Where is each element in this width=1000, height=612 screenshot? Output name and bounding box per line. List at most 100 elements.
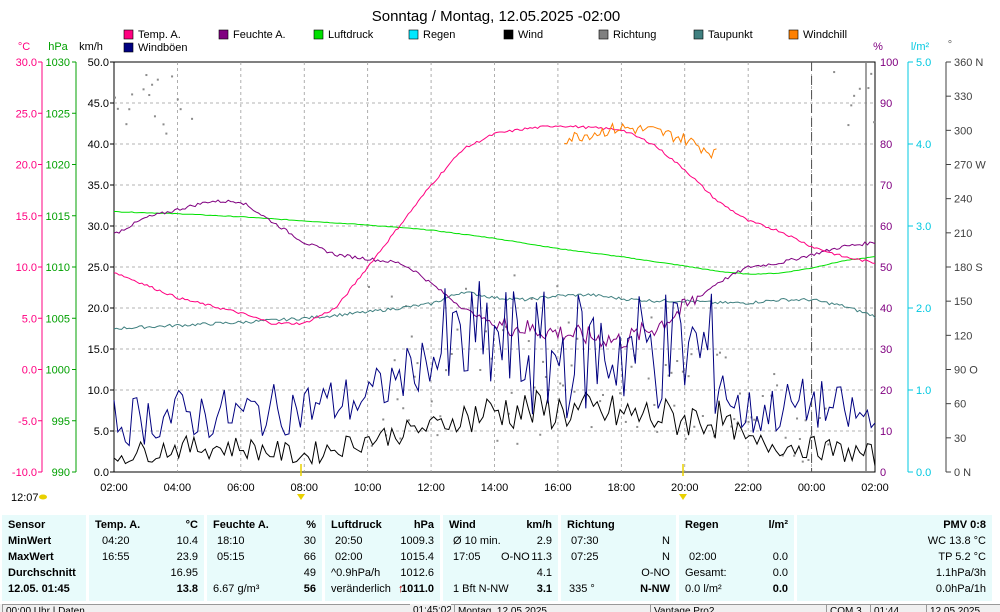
- direction-current: N-NW: [640, 583, 670, 595]
- pressure-trend: ^0.9hPa/h: [331, 567, 381, 579]
- direction-point: [484, 330, 487, 333]
- temp-tick-label: 0.0: [22, 365, 37, 377]
- wind-tick-label: 30.0: [88, 221, 109, 233]
- series-line: [113, 291, 876, 330]
- direction-tick-label: 30: [954, 433, 966, 445]
- wind-tick-label: 15.0: [88, 344, 109, 356]
- direction-header: Richtung: [567, 519, 615, 531]
- direction-point: [804, 419, 807, 422]
- direction-point: [502, 329, 505, 332]
- direction-point: [687, 375, 690, 378]
- x-tick-label: 18:00: [608, 482, 636, 494]
- x-tick-label: 14:00: [481, 482, 509, 494]
- direction-point: [690, 353, 693, 356]
- direction-point: [599, 400, 602, 403]
- temp-tick-label: -10.0: [12, 467, 37, 479]
- humidity-min-value: 30: [303, 535, 316, 547]
- direction-point: [393, 359, 396, 362]
- weather-chart: Sonntag / Montag, 12.05.2025 -02:00 Temp…: [11, 8, 986, 504]
- direction-point: [162, 123, 165, 126]
- rain-unit: l/m²: [768, 519, 788, 531]
- direction-point: [684, 437, 687, 440]
- status-port: COM 3: [826, 604, 871, 612]
- direction-tick-label: 120: [954, 330, 972, 342]
- chart-legend: Temp. A. Feuchte A. Luftdruck Regen Wind Rich…: [123, 29, 847, 54]
- pmv-header: PMV 0:8: [943, 519, 986, 531]
- direction-point: [630, 365, 633, 368]
- direction-point: [573, 390, 576, 393]
- legend-label: Feuchte A.: [233, 29, 286, 41]
- temp-min-time: 04:20: [102, 535, 130, 547]
- pressure-unit: hPa: [413, 519, 434, 531]
- direction-point: [653, 403, 656, 406]
- direction-point: [701, 414, 704, 417]
- humidity-tick-label: 50: [880, 262, 892, 274]
- x-tick-label: 08:00: [290, 482, 318, 494]
- direction-degrees: 335 °: [569, 583, 595, 595]
- legend-swatch: [788, 29, 799, 40]
- humidity-column: Feuchte A.% 18:10 30 05:15 66 49 6.67 g/m³…: [207, 515, 322, 601]
- legend-label: Wind: [518, 29, 543, 41]
- pressure-tendency: veränderlich: [331, 583, 391, 595]
- series-line: [114, 211, 876, 275]
- direction-point: [619, 392, 622, 395]
- humidity-tick-label: 90: [880, 98, 892, 110]
- temp-tick-label: 15.0: [16, 211, 37, 223]
- humidity-tick-label: 0: [880, 467, 886, 479]
- wind-tick-label: 20.0: [88, 303, 109, 315]
- row-label-avg: Durchschnitt: [8, 567, 76, 579]
- x-tick-label: 06:00: [227, 482, 255, 494]
- wind-unit: km/h: [526, 519, 552, 531]
- direction-column: Richtung 07:30 N 07:25 N O-NO 335 ° N-NW: [561, 515, 676, 601]
- direction-point: [496, 439, 499, 442]
- direction-axis-unit: °: [948, 39, 952, 51]
- humidity-header: Feuchte A.: [213, 519, 269, 531]
- direction-point: [647, 377, 650, 380]
- pmv-column: PMV 0:8 WC 13.8 °C TP 5.2 °C 1.1hPa/3h 0…: [797, 515, 992, 601]
- direction-point: [559, 382, 562, 385]
- direction-point: [128, 108, 131, 111]
- direction-point: [724, 356, 727, 359]
- direction-max-value: N: [662, 551, 670, 563]
- direction-point: [570, 364, 573, 367]
- temp-current: 13.8: [176, 583, 198, 595]
- direction-point: [399, 437, 402, 440]
- x-tick-label: 10:00: [354, 482, 382, 494]
- direction-point: [853, 94, 856, 97]
- pressure-average: 1012.6: [400, 567, 434, 579]
- x-tick-label: 02:00: [861, 482, 889, 494]
- direction-point: [670, 371, 673, 374]
- direction-point: [131, 93, 134, 96]
- direction-point: [738, 392, 741, 395]
- wind-header: Wind: [449, 519, 476, 531]
- direction-min-time: 07:30: [571, 535, 599, 547]
- direction-point: [533, 386, 536, 389]
- humidity-tick-label: 70: [880, 180, 892, 192]
- plot-area: [113, 71, 876, 467]
- humidity-axis-unit: %: [873, 41, 883, 53]
- direction-point: [870, 72, 873, 75]
- direction-point: [733, 418, 736, 421]
- legend-swatch: [123, 42, 134, 53]
- wind-max-direction: O-NO: [501, 551, 530, 563]
- direction-point: [179, 108, 182, 111]
- direction-point: [776, 384, 779, 387]
- humidity-average: 49: [303, 567, 316, 579]
- direction-point: [445, 369, 448, 372]
- status-message: 00:00 Uhr | Daten ...: [2, 604, 455, 612]
- direction-point: [833, 71, 836, 74]
- direction-tick-label: 0 N: [954, 467, 971, 479]
- humidity-tick-label: 30: [880, 344, 892, 356]
- rain-tick-label: 1.0: [916, 385, 931, 397]
- direction-point: [513, 274, 516, 277]
- direction-point: [450, 352, 453, 355]
- pressure-min-time: 20:50: [335, 535, 363, 547]
- direction-point: [396, 398, 399, 401]
- direction-point: [145, 74, 148, 77]
- direction-point: [673, 404, 676, 407]
- direction-point: [824, 407, 827, 410]
- direction-average: O-NO: [641, 567, 670, 579]
- rain-rate: 0.0 l/m²: [685, 583, 722, 595]
- rain-header-wrap: Regen l/m²: [685, 519, 788, 533]
- wind-tick-label: 25.0: [88, 262, 109, 274]
